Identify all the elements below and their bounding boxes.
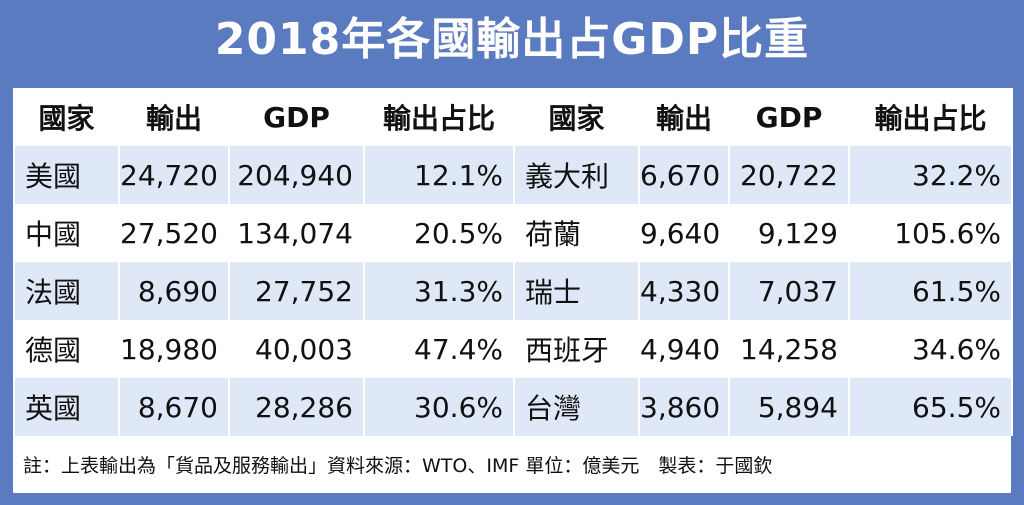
table-row: 德國 18,980 40,003 47.4% 西班牙 4,940 14,258 … <box>13 320 1013 378</box>
country-name: 西班牙 <box>513 320 640 378</box>
ratio-value: 20.5% <box>363 204 515 262</box>
country-name: 法國 <box>13 262 120 320</box>
export-value: 9,640 <box>638 204 730 262</box>
page-title: 2018年各國輸出占GDP比重 <box>214 14 810 65</box>
table-row: 美國 24,720 204,940 12.1% 義大利 6,670 20,722… <box>13 146 1013 204</box>
header-country: 國家 <box>13 88 120 146</box>
ratio-value: 61.5% <box>848 262 1013 320</box>
gdp-value: 40,003 <box>228 320 365 378</box>
gdp-value: 7,037 <box>728 262 850 320</box>
export-value: 4,940 <box>638 320 730 378</box>
export-gdp-table: 國家 輸出 GDP 輸出占比 國家 輸出 GDP 輸出占比 美國 24,720 … <box>13 88 1013 436</box>
ratio-value: 65.5% <box>848 378 1013 436</box>
gdp-value: 20,722 <box>728 146 850 204</box>
export-value: 3,860 <box>638 378 730 436</box>
header-row: 國家 輸出 GDP 輸出占比 國家 輸出 GDP 輸出占比 <box>13 88 1013 146</box>
header-ratio: 輸出占比 <box>848 88 1013 146</box>
country-name: 荷蘭 <box>513 204 640 262</box>
export-value: 8,670 <box>118 378 230 436</box>
header-export: 輸出 <box>118 88 230 146</box>
header-gdp: GDP <box>728 88 850 146</box>
header-export: 輸出 <box>638 88 730 146</box>
gdp-value: 14,258 <box>728 320 850 378</box>
table-row: 英國 8,670 28,286 30.6% 台灣 3,860 5,894 65.… <box>13 378 1013 436</box>
gdp-value: 9,129 <box>728 204 850 262</box>
ratio-value: 31.3% <box>363 262 515 320</box>
country-name: 英國 <box>13 378 120 436</box>
table-panel: 國家 輸出 GDP 輸出占比 國家 輸出 GDP 輸出占比 美國 24,720 … <box>13 88 1013 493</box>
header-ratio: 輸出占比 <box>363 88 515 146</box>
gdp-value: 27,752 <box>228 262 365 320</box>
ratio-value: 47.4% <box>363 320 515 378</box>
export-value: 8,690 <box>118 262 230 320</box>
table-row: 法國 8,690 27,752 31.3% 瑞士 4,330 7,037 61.… <box>13 262 1013 320</box>
export-value: 6,670 <box>638 146 730 204</box>
country-name: 美國 <box>13 146 120 204</box>
gdp-value: 28,286 <box>228 378 365 436</box>
export-value: 18,980 <box>118 320 230 378</box>
gdp-value: 5,894 <box>728 378 850 436</box>
ratio-value: 32.2% <box>848 146 1013 204</box>
source-note: 註：上表輸出為「貨品及服務輸出」資料來源：WTO、IMF 單位：億美元 製表：于… <box>23 455 773 477</box>
country-name: 德國 <box>13 320 120 378</box>
export-value: 4,330 <box>638 262 730 320</box>
country-name: 台灣 <box>513 378 640 436</box>
table-row: 中國 27,520 134,074 20.5% 荷蘭 9,640 9,129 1… <box>13 204 1013 262</box>
header-gdp: GDP <box>228 88 365 146</box>
ratio-value: 12.1% <box>363 146 515 204</box>
export-value: 27,520 <box>118 204 230 262</box>
gdp-value: 134,074 <box>228 204 365 262</box>
ratio-value: 30.6% <box>363 378 515 436</box>
country-name: 義大利 <box>513 146 640 204</box>
ratio-value: 105.6% <box>848 204 1013 262</box>
header-country: 國家 <box>513 88 640 146</box>
export-value: 24,720 <box>118 146 230 204</box>
country-name: 中國 <box>13 204 120 262</box>
gdp-value: 204,940 <box>228 146 365 204</box>
country-name: 瑞士 <box>513 262 640 320</box>
ratio-value: 34.6% <box>848 320 1013 378</box>
